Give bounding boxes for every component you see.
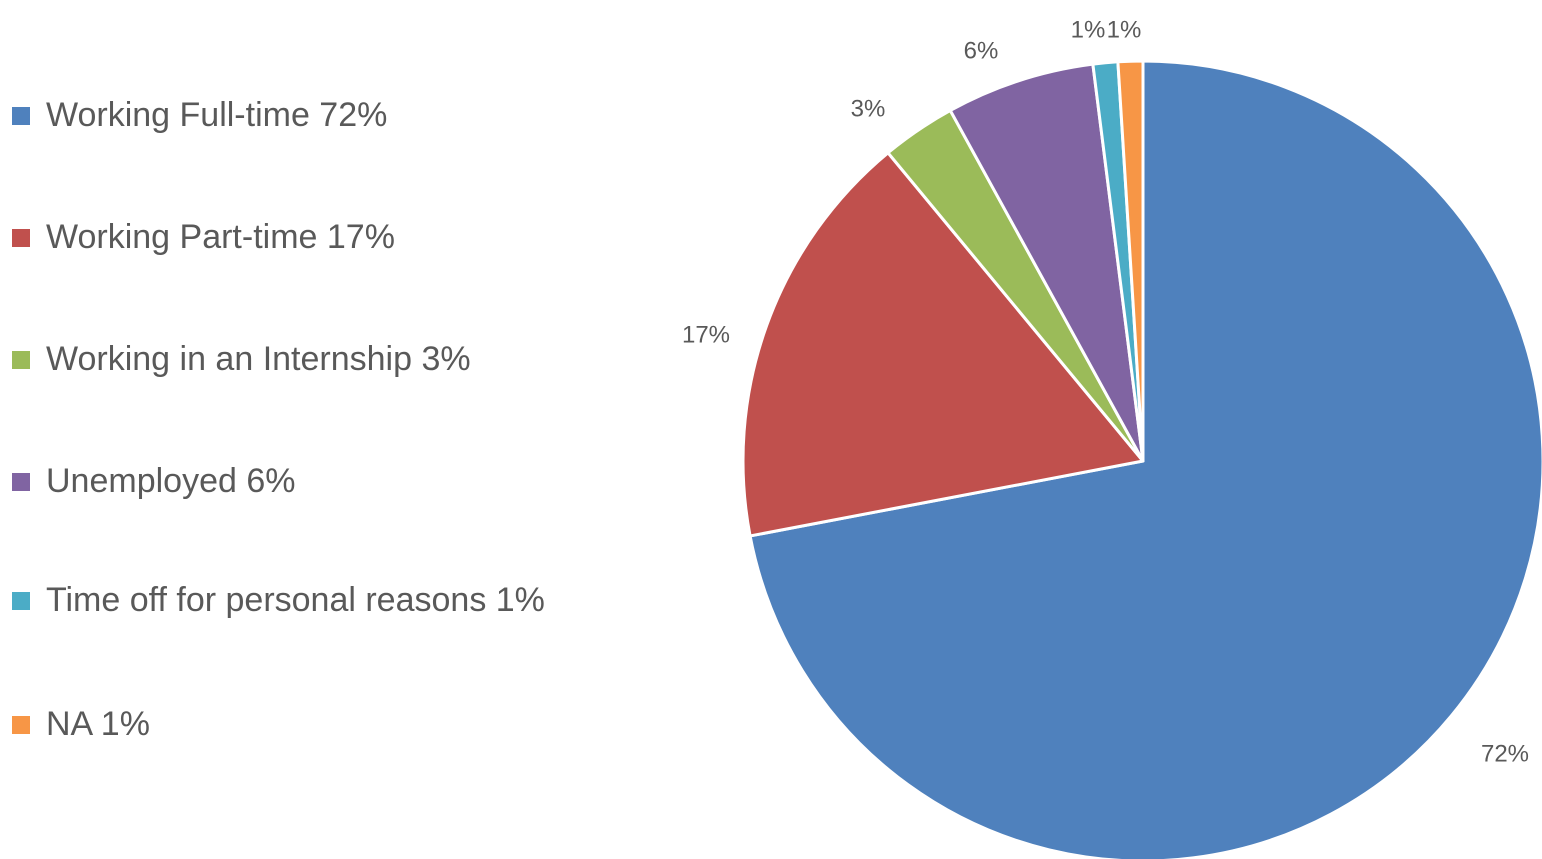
legend-label: Working Full-time 72%	[46, 96, 388, 134]
legend-item-full-time: Working Full-time 72%	[12, 93, 592, 137]
data-label-full-time: 72%	[1481, 740, 1529, 767]
legend-item-internship: Working in an Internship 3%	[12, 337, 592, 381]
legend-item-time-off: Time off for personal reasons 1%	[12, 578, 592, 622]
legend-label: Working Part-time 17%	[46, 218, 395, 256]
pie-slice-unemployed	[948, 62, 1145, 463]
data-label-unemployed: 6%	[964, 37, 999, 64]
legend-label: Time off for personal reasons 1%	[46, 581, 545, 619]
legend-label: Unemployed 6%	[46, 462, 296, 500]
data-label-internship: 3%	[851, 95, 886, 122]
data-label-na: 1%	[1107, 16, 1142, 43]
chart-legend: Working Full-time 72% Working Part-time …	[12, 0, 592, 859]
legend-label: Working in an Internship 3%	[46, 340, 471, 378]
pie-slice-full-time	[748, 59, 1542, 859]
pie-slice-na	[1116, 59, 1145, 463]
legend-swatch	[12, 473, 30, 491]
data-label-time-off: 1%	[1071, 16, 1106, 43]
legend-label: NA 1%	[46, 705, 150, 743]
legend-item-part-time: Working Part-time 17%	[12, 215, 592, 259]
legend-item-na: NA 1%	[12, 702, 592, 746]
legend-swatch	[12, 107, 30, 125]
legend-swatch	[12, 351, 30, 369]
pie-slice-part-time	[741, 151, 1145, 538]
legend-item-unemployed: Unemployed 6%	[12, 459, 592, 503]
legend-swatch	[12, 716, 30, 734]
legend-swatch	[12, 229, 30, 247]
legend-swatch	[12, 592, 30, 610]
data-label-part-time: 17%	[682, 321, 730, 348]
